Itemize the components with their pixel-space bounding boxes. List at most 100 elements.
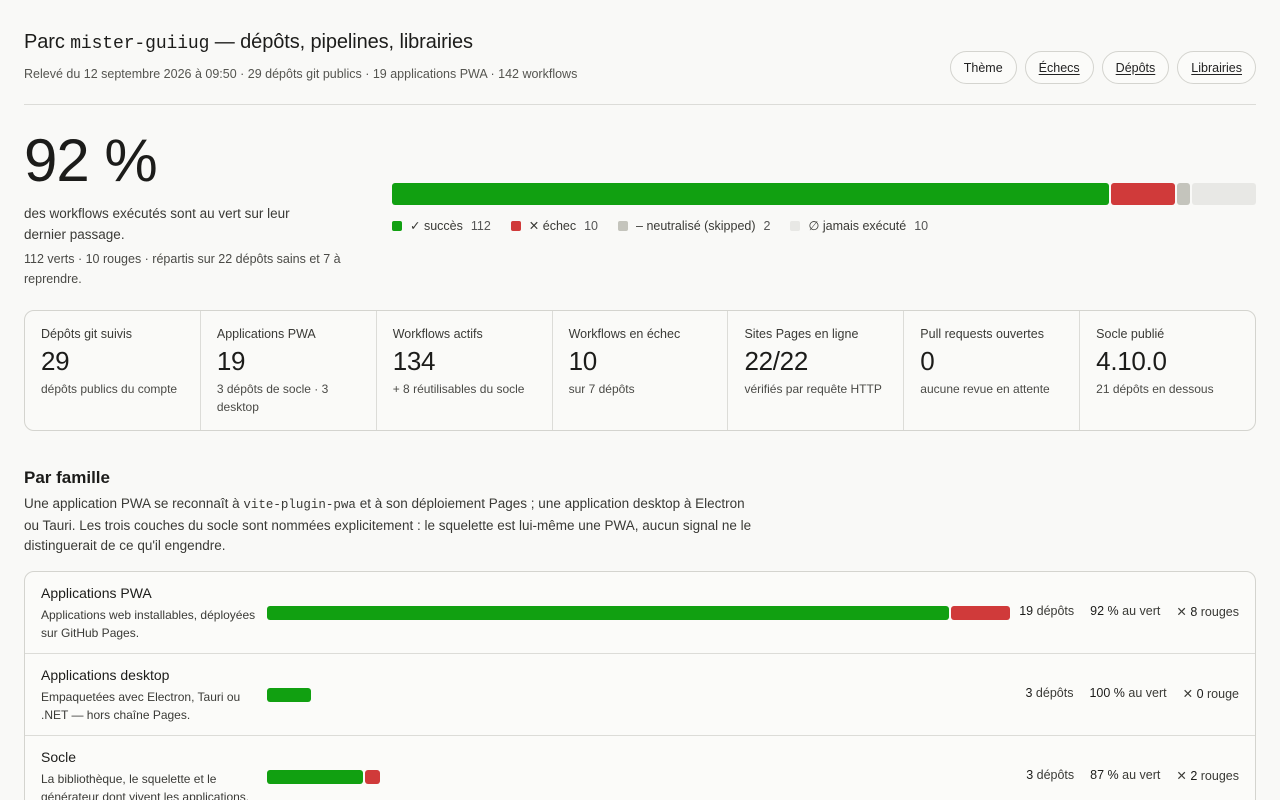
legend-never: ∅ jamais exécuté 10	[790, 218, 928, 233]
workflow-status-bar	[392, 183, 1256, 205]
account-name: mister-guiiug	[70, 34, 210, 54]
family-repo-count-label: dépôts	[1036, 768, 1075, 782]
success-rate: 92 %	[24, 127, 158, 194]
stat-value: 0	[920, 346, 935, 376]
section-title: Par famille	[24, 468, 110, 487]
family-red-count-label: rouges	[1200, 769, 1239, 783]
success-rate-description: des workflows exécutés sont au vert sur …	[24, 206, 290, 242]
family-repo-count-value: 3	[1025, 686, 1033, 700]
family-row-desktop[interactable]: Applications desktop Empaquetées avec El…	[25, 654, 1255, 736]
family-bar-green	[267, 770, 364, 784]
stat-label: Applications PWA	[216, 327, 316, 341]
family-repo-count: 19 dépôts	[1019, 604, 1074, 619]
legend-never-label: ∅ jamais exécuté	[808, 219, 907, 233]
nav-link-librairies-label: Librairies	[1191, 60, 1242, 75]
family-green-rate-value: 100 %	[1089, 686, 1125, 700]
family-green-rate: 92 % au vert	[1090, 604, 1160, 619]
stat-note: aucune revue en attente	[920, 382, 1050, 396]
theme-button[interactable]: Thème	[949, 51, 1017, 84]
cross-icon: ✕	[1176, 769, 1187, 783]
legend-skipped: – neutralisé (skipped) 2	[618, 218, 770, 233]
stat-label: Workflows en échec	[568, 327, 681, 341]
stat-card-socle: Socle publié 4.10.0 21 dépôts en dessous	[1080, 311, 1255, 430]
status-bar-never	[1191, 183, 1256, 205]
legend-never-count: 10	[914, 218, 929, 233]
family-green-rate: 100 % au vert	[1089, 686, 1166, 701]
family-bar-red	[950, 606, 1010, 620]
nav-link-depots-label: Dépôts	[1115, 60, 1156, 75]
family-red-count-label: rouges	[1200, 605, 1239, 619]
family-repo-count: 3 dépôts	[1025, 686, 1073, 701]
legend-success: ✓ succès 112	[392, 218, 491, 233]
stat-label: Workflows actifs	[392, 327, 483, 341]
family-repo-count-value: 3	[1026, 768, 1034, 782]
nav-link-librairies[interactable]: Librairies	[1177, 51, 1256, 84]
family-bar-red	[365, 770, 381, 784]
stat-note: vérifiés par requête HTTP	[744, 382, 882, 396]
stat-card-failures: Workflows en échec 10 sur 7 dépôts	[553, 311, 729, 430]
family-description: Applications web installables, déployées…	[41, 608, 256, 640]
family-description: La bibliothèque, le squelette et le géné…	[41, 772, 250, 800]
stat-label: Dépôts git suivis	[41, 327, 133, 341]
legend-failure-count: 10	[584, 218, 599, 233]
nav-link-depots[interactable]: Dépôts	[1101, 51, 1170, 84]
section-description-part: Une application PWA se reconnaît à	[24, 496, 240, 511]
stat-value: 29	[41, 346, 70, 376]
stat-card-pull-requests: Pull requests ouvertes 0 aucune revue en…	[904, 311, 1081, 430]
stat-card-pwa: Applications PWA 19 3 dépôts de socle · …	[201, 311, 377, 430]
family-red-count: ✕ 2 rouges	[1176, 768, 1239, 783]
family-row-socle[interactable]: Socle La bibliothèque, le squelette et l…	[25, 736, 1255, 800]
family-row-pwa[interactable]: Applications PWA Applications web instal…	[25, 572, 1255, 654]
status-bar-failure	[1111, 183, 1176, 205]
family-repo-count-value: 19	[1019, 604, 1034, 618]
stat-value: 19	[216, 346, 246, 376]
stat-label: Sites Pages en ligne	[744, 327, 859, 341]
stat-card-workflows: Workflows actifs 134 + 8 réutilisables d…	[377, 311, 553, 430]
family-red-count-value: 2	[1190, 769, 1198, 783]
family-name: Applications desktop	[41, 667, 170, 683]
stat-note: dépôts publics du compte	[41, 382, 178, 396]
status-bar-skipped	[1177, 183, 1190, 205]
page-header: Parc mister-guiiug — dépôts, pipelines, …	[24, 0, 1256, 105]
family-red-count-label: rouge	[1207, 687, 1239, 701]
stat-value: 134	[392, 346, 436, 376]
family-bar-green	[267, 606, 949, 620]
family-name: Applications PWA	[41, 585, 152, 601]
family-repo-count-label: dépôts	[1036, 604, 1075, 618]
family-bar-green	[267, 688, 312, 702]
stat-value: 22/22	[744, 346, 809, 376]
stat-note: 3 dépôts de socle · 3 desktop	[216, 382, 329, 414]
code-plugin-name: vite-plugin-pwa	[243, 498, 356, 512]
header-nav: Thème Échecs Dépôts Librairies	[949, 51, 1256, 84]
title-prefix: Parc	[24, 31, 65, 53]
title-suffix: — dépôts, pipelines, librairies	[214, 31, 473, 53]
legend-success-count: 112	[470, 218, 491, 233]
stat-value: 10	[568, 346, 598, 376]
family-green-rate-value: 92 %	[1090, 604, 1119, 618]
legend-swatch-skipped	[618, 220, 629, 231]
legend-skipped-count: 2	[763, 218, 771, 233]
family-stats: 3 dépôts 87 % au vert ✕ 2 rouges	[1026, 768, 1239, 783]
family-table: Applications PWA Applications web instal…	[24, 571, 1256, 800]
success-rate-detail: 112 verts · 10 rouges · répartis sur 22 …	[24, 252, 341, 286]
stat-note: 21 dépôts en dessous	[1096, 382, 1214, 396]
stat-card-repos: Dépôts git suivis 29 dépôts publics du c…	[25, 311, 201, 430]
legend-skipped-label: – neutralisé (skipped)	[636, 218, 756, 233]
stat-value: 4.10.0	[1096, 346, 1167, 376]
section-description: Une application PWA se reconnaît à vite-…	[24, 494, 754, 557]
legend-success-label: ✓ succès	[410, 219, 463, 233]
family-green-rate-label: au vert	[1128, 686, 1167, 700]
nav-link-echecs[interactable]: Échecs	[1024, 51, 1094, 84]
stat-note: sur 7 dépôts	[568, 382, 635, 396]
section-description-part: et à son déploiement Pages ; une applica…	[24, 496, 752, 553]
page-subtitle: Relevé du 12 septembre 2026 à 09:50 · 29…	[24, 67, 578, 81]
family-green-rate-value: 87 %	[1090, 768, 1119, 782]
legend-failure-label: ✕ échec	[528, 219, 577, 233]
family-red-count: ✕ 8 rouges	[1176, 604, 1239, 619]
status-legend: ✓ succès 112 ✕ échec 10 – neutralisé (skip…	[392, 218, 948, 233]
family-green-rate-label: au vert	[1122, 768, 1161, 782]
family-repo-count-label: dépôts	[1035, 686, 1074, 700]
stat-label: Socle publié	[1096, 327, 1165, 341]
family-name: Socle	[41, 749, 77, 765]
stat-label: Pull requests ouvertes	[920, 327, 1044, 341]
